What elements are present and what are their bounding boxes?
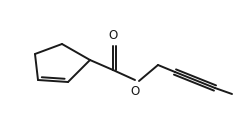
Text: O: O xyxy=(130,85,140,98)
Text: O: O xyxy=(108,29,118,42)
